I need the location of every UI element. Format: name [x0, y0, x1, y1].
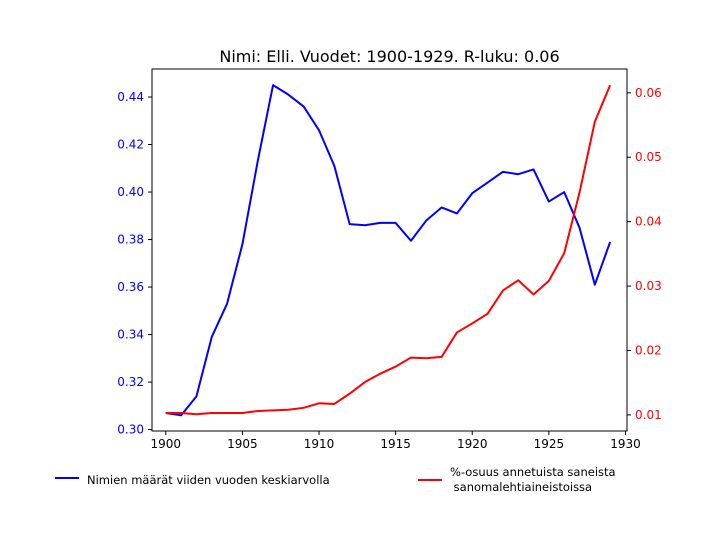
y-left-tick-label: 0.34 [117, 328, 144, 342]
plot-frame [151, 68, 628, 432]
x-tick-label-1915: 1915 [380, 437, 411, 451]
y-right-tick-label: 0.01 [635, 408, 662, 422]
series-line-names-count [165, 84, 612, 417]
y-right-tick-label: 0.06 [635, 86, 662, 100]
y-left-tick-label: 0.40 [117, 185, 144, 199]
chart-title: Nimi: Elli. Vuodet: 1900-1929. R-luku: 0… [219, 47, 559, 66]
y-right-tick-label: 0.05 [635, 150, 662, 164]
x-tick-label-1930: 1930 [610, 437, 641, 451]
series-line-token-share [165, 84, 612, 416]
x-tick-label-1905: 1905 [227, 437, 258, 451]
x-tick-label-1910: 1910 [304, 437, 335, 451]
legend-label-token-share: %-osuus annetuista saneista sanomalehtia… [450, 465, 616, 494]
y-left-tick-label: 0.44 [117, 90, 144, 104]
x-tick-label-1900: 1900 [151, 437, 182, 451]
y-right-tick-label: 0.02 [635, 343, 662, 357]
y-right-tick-label: 0.03 [635, 279, 662, 293]
y-left-tick-label: 0.36 [117, 280, 144, 294]
legend: Nimien määrät viiden vuoden keskiarvolla… [55, 465, 616, 494]
y-left-tick-label: 0.42 [117, 138, 144, 152]
x-tick-label-1925: 1925 [534, 437, 565, 451]
plot-area: 1900 1905 1910 1915 1920 1925 1930 0.30 0.32 0.34… [117, 68, 662, 451]
y-left-tick-label: 0.32 [117, 375, 144, 389]
x-tick-label-1920: 1920 [457, 437, 488, 451]
legend-label-names-count: Nimien määrät viiden vuoden keskiarvolla [87, 473, 330, 487]
y-left-tick-label: 0.30 [117, 423, 144, 437]
y-left-tick-label: 0.38 [117, 233, 144, 247]
y-right-tick-label: 0.04 [635, 215, 662, 229]
